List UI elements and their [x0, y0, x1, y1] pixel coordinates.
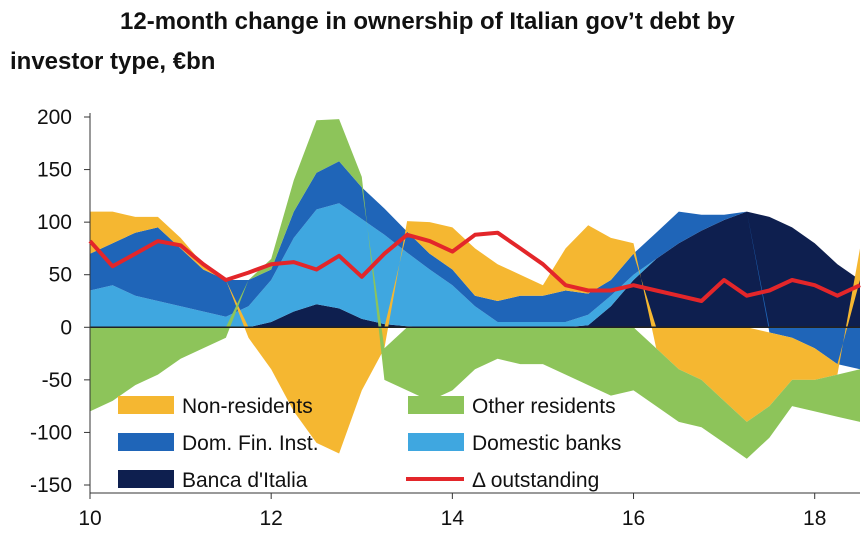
legend-label-other-residents: Other residents	[472, 395, 616, 418]
legend-swatch-other-residents	[408, 396, 464, 414]
y-tick-label: -150	[30, 474, 72, 497]
legend-swatch-non-residents	[118, 396, 174, 414]
y-tick-label: 0	[60, 316, 72, 339]
x-tick-label: 18	[803, 507, 826, 530]
area-series-domestic-banks	[90, 203, 860, 328]
legend-label-banca-d-italia: Banca d'Italia	[182, 469, 308, 492]
x-tick-label: 16	[622, 507, 645, 530]
legend-label-dom-fin-inst: Dom. Fin. Inst.	[182, 432, 319, 455]
legend-swatch-banca-d-italia	[118, 470, 174, 488]
y-tick-label: 150	[37, 159, 72, 182]
area-series-banca-d-italia	[90, 211, 860, 328]
y-tick-label: -100	[30, 421, 72, 444]
area-series-non-residents	[90, 211, 860, 454]
legend-label-domestic-banks: Domestic banks	[472, 432, 621, 455]
area-series-other-residents	[90, 119, 860, 459]
y-axis-ticks: 200 150 100 50 0 -50 -100 -150	[30, 106, 90, 497]
chart-title: 12-month change in ownership of Italian …	[0, 0, 862, 90]
x-axis-ticks: 10 12 14 16 18	[78, 493, 826, 530]
x-tick-label: 14	[441, 507, 465, 530]
y-tick-label: 100	[37, 211, 72, 234]
legend-label-outstanding: Δ outstanding	[472, 469, 599, 492]
legend-label-non-residents: Non-residents	[182, 395, 313, 418]
legend-swatch-dom-fin-inst	[118, 433, 174, 451]
y-tick-label: 200	[37, 106, 72, 129]
y-tick-label: -50	[42, 369, 72, 392]
chart-title-line-2: investor type, €bn	[10, 48, 216, 75]
legend-swatch-domestic-banks	[408, 433, 464, 451]
series-line-delta-outstanding	[88, 230, 861, 303]
x-tick-label: 12	[259, 507, 282, 530]
legend: Non-residents Other residents Dom. Fin. In…	[118, 395, 621, 492]
chart-title-line-1: 12-month change in ownership of Italian …	[120, 8, 735, 35]
x-tick-label: 10	[78, 507, 101, 530]
areas-layer	[90, 119, 860, 459]
y-tick-label: 50	[49, 264, 72, 287]
